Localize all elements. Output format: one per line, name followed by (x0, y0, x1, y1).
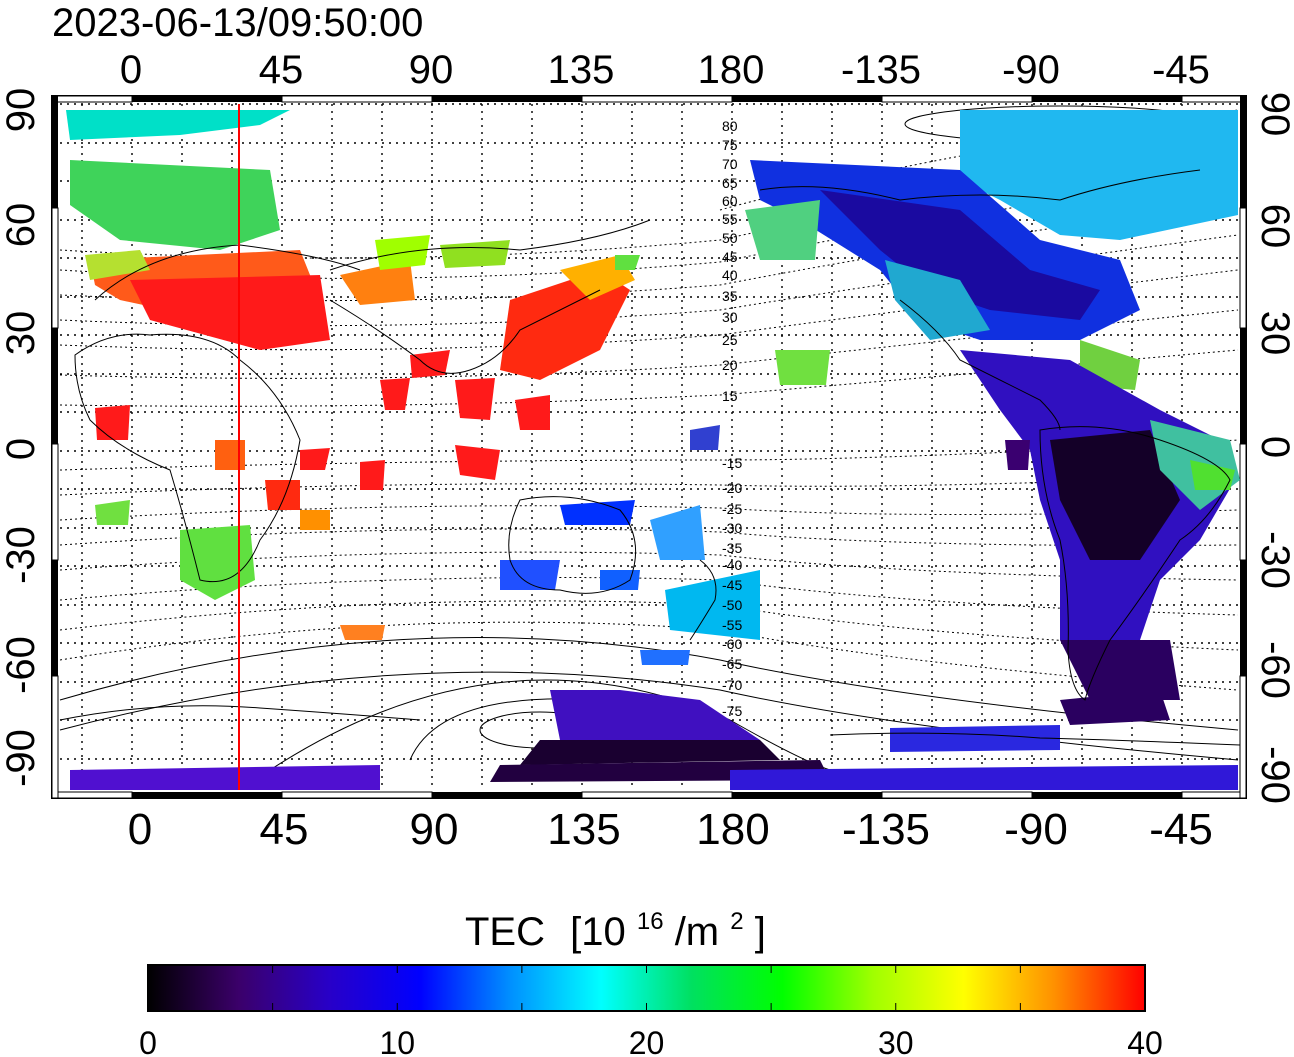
contour-label: -65 (722, 656, 742, 672)
colorbar-tick-label: 30 (878, 1025, 914, 1057)
contour-label: 65 (722, 175, 738, 191)
contour-label: 75 (722, 137, 738, 153)
colorbar-ticks: 0 10 20 30 40 (139, 965, 1163, 1057)
colorbar-tick-label: 0 (139, 1025, 157, 1057)
contour-label: -55 (722, 617, 742, 633)
colorbar-unit-prefix: [10 (570, 910, 626, 954)
left-lat-label: 60 (0, 203, 43, 248)
contour-label: 15 (722, 388, 738, 404)
contour-label: 20 (722, 357, 738, 373)
contour-label: 25 (722, 332, 738, 348)
bottom-lon-label: -135 (842, 805, 930, 854)
contour-label: 30 (722, 309, 738, 325)
contour-label: -75 (722, 703, 742, 719)
left-latitude-labels: 90 60 30 0 -30 -60 -90 (0, 88, 43, 787)
colorbar-tick-label: 40 (1127, 1025, 1163, 1057)
right-latitude-labels: 90 60 30 0 -30 -60 -90 (1253, 92, 1294, 804)
right-lat-label: -30 (1253, 531, 1294, 589)
top-lon-label: -135 (841, 48, 921, 92)
contour-label: 60 (722, 193, 738, 209)
left-lat-label: -60 (0, 636, 43, 694)
tec-data (66, 110, 1240, 790)
contour-label: 45 (722, 249, 738, 265)
contour-labels: 80 75 70 65 60 55 50 45 40 35 30 25 20 1… (722, 118, 742, 719)
contour-label: -30 (722, 520, 742, 536)
contour-label: -20 (722, 480, 742, 496)
timestamp-title: 2023-06-13/09:50:00 (52, 1, 423, 45)
bottom-longitude-labels: 0 45 90 135 180 -135 -90 -45 (128, 805, 1213, 854)
contour-label: -45 (722, 577, 742, 593)
contour-label: 50 (722, 230, 738, 246)
left-lat-label: -90 (0, 729, 43, 787)
contour-label: -35 (722, 540, 742, 556)
left-lat-label: 30 (0, 311, 43, 356)
top-lon-label: -45 (1152, 48, 1210, 92)
bottom-lon-label: 135 (547, 805, 620, 854)
bottom-lon-label: 90 (410, 805, 459, 854)
left-lat-label: -30 (0, 526, 43, 584)
contour-label: 40 (722, 267, 738, 283)
contour-label: -40 (722, 557, 742, 573)
left-lat-label: 0 (0, 438, 43, 460)
left-lat-label: 90 (0, 88, 43, 133)
bottom-lon-label: -45 (1149, 805, 1213, 854)
colorbar-tick-label: 10 (379, 1025, 415, 1057)
bottom-lon-label: 180 (696, 805, 769, 854)
contour-label: -70 (722, 677, 742, 693)
bottom-lon-label: 45 (260, 805, 309, 854)
top-lon-label: 135 (548, 48, 615, 92)
top-lon-label: 0 (120, 48, 142, 92)
top-lon-label: 45 (259, 48, 304, 92)
coastlines (59, 169, 1241, 746)
contour-label: 70 (722, 156, 738, 172)
colorbar-title-main: TEC (465, 910, 545, 954)
contour-label: -50 (722, 597, 742, 613)
top-longitude-labels: 0 45 90 135 180 -135 -90 -45 (120, 48, 1210, 92)
contour-label: -15 (722, 455, 742, 471)
right-lat-label: -60 (1253, 641, 1294, 699)
right-lat-label: 0 (1253, 436, 1294, 458)
contour-label: -25 (722, 501, 742, 517)
bottom-lon-label: 0 (128, 805, 152, 854)
top-lon-label: 90 (409, 48, 454, 92)
colorbar-tick-label: 20 (629, 1025, 665, 1057)
right-lat-label: -90 (1253, 746, 1294, 804)
contour-label: 55 (722, 211, 738, 227)
top-lon-label: -90 (1002, 48, 1060, 92)
right-lat-label: 30 (1253, 311, 1294, 356)
colorbar-title: TEC [10 16 /m 2 ] (465, 894, 766, 954)
colorbar-unit-exp2: 2 (730, 908, 743, 935)
contour-label: -60 (722, 636, 742, 652)
contour-label: 35 (722, 288, 738, 304)
top-lon-label: 180 (698, 48, 765, 92)
right-lat-label: 60 (1253, 204, 1294, 249)
contour-label: 80 (722, 118, 738, 134)
colorbar-unit-suffix: ] (755, 910, 766, 954)
colorbar-unit-mid: /m (675, 910, 719, 954)
bottom-lon-label: -90 (1004, 805, 1068, 854)
right-lat-label: 90 (1253, 92, 1294, 137)
colorbar-unit-exp: 16 (637, 908, 664, 935)
